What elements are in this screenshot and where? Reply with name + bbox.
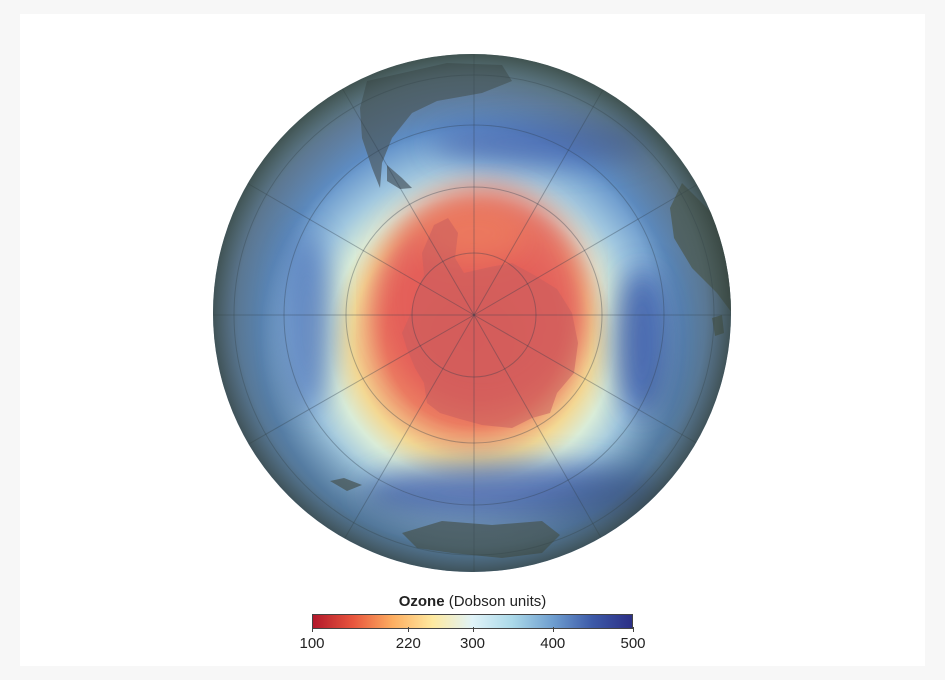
globe-svg xyxy=(213,54,731,572)
legend-tick-label: 400 xyxy=(540,635,566,652)
legend-title-bold: Ozone xyxy=(398,593,445,610)
legend-title: Ozone (Dobson units) xyxy=(0,593,945,610)
legend-tick-label: 220 xyxy=(395,635,421,652)
legend-tick-label: 300 xyxy=(459,635,486,652)
legend-tick-mark xyxy=(633,627,634,632)
legend-tick-mark xyxy=(312,627,313,632)
legend-tick-mark xyxy=(552,627,554,632)
legend-title-units: (Dobson units) xyxy=(444,593,547,610)
globe-limb-shading xyxy=(213,54,731,572)
legend-tick-mark xyxy=(472,627,474,632)
ozone-globe-map xyxy=(212,53,732,573)
legend-tick-mark xyxy=(408,627,410,632)
legend-tick-label: 500 xyxy=(620,635,646,652)
ozone-legend: Ozone (Dobson units) 100 220 300 400 500 xyxy=(0,593,945,663)
legend-tick-label: 100 xyxy=(299,635,325,652)
